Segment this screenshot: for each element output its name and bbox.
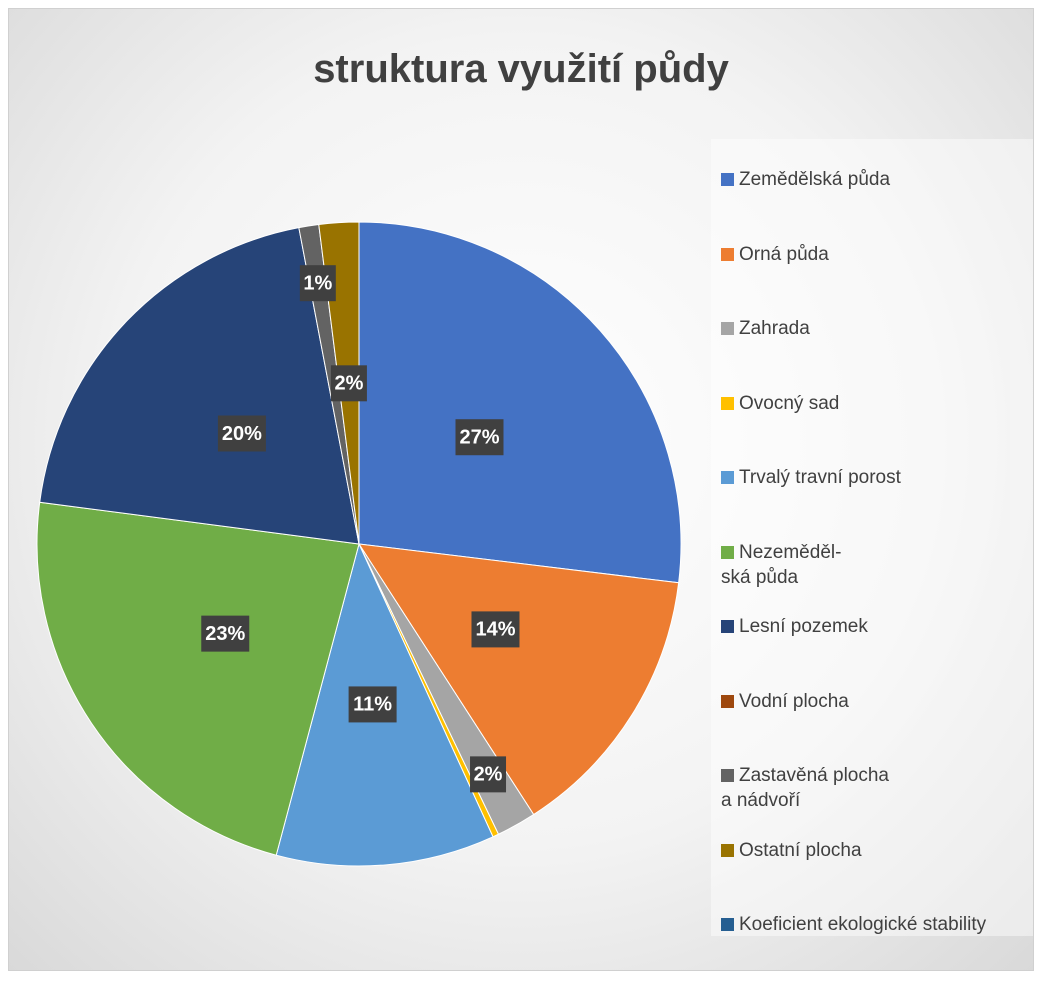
legend-swatch <box>721 843 734 857</box>
data-label: 27% <box>459 427 499 449</box>
data-label-bg <box>471 611 520 648</box>
legend-label: Nezeměděl- ská půda <box>721 541 842 588</box>
pie-slice <box>358 221 682 584</box>
legend-swatch <box>721 545 734 559</box>
pie-slice <box>36 501 360 856</box>
legend-label: Orná půda <box>739 243 829 265</box>
legend-label: Koeficient ekologické stability <box>739 914 987 935</box>
legend-label: Ovocný sad <box>739 392 840 414</box>
legend-swatch <box>721 322 734 335</box>
legend: Zemědělská půda Orná půda Zahrada Ovocný sa… <box>711 139 1033 936</box>
legend-swatch <box>721 247 734 261</box>
data-label: 14% <box>475 619 515 641</box>
data-label: 1% <box>303 272 332 294</box>
legend-item: Zemědělská půda <box>721 167 890 192</box>
legend-swatch <box>721 471 734 484</box>
legend-item: Zahrada <box>721 316 810 341</box>
legend-swatch <box>721 769 734 782</box>
data-label: 20% <box>222 423 262 445</box>
legend-item: Ovocný sad <box>721 391 839 416</box>
legend-item: Trvalý travní porost <box>721 465 901 490</box>
data-label-bg <box>217 415 266 452</box>
data-label: 2% <box>474 764 503 786</box>
legend-item: Zastavěná plocha a nádvoří <box>721 763 889 813</box>
data-label-bg <box>201 615 250 652</box>
data-label: 2% <box>334 373 363 395</box>
chart: struktura využití půdy 27% 14% 2% 11% 23% 20%… <box>8 8 1034 971</box>
legend-label: Ostatní plocha <box>739 839 862 861</box>
data-label-bg <box>455 419 504 456</box>
data-label-bg <box>330 365 367 402</box>
legend-label: Trvalý travní porost <box>739 467 901 488</box>
data-label-bg <box>299 265 336 302</box>
data-label: 11% <box>353 694 392 716</box>
legend-item: Lesní pozemek <box>721 614 868 639</box>
legend-swatch <box>721 173 734 186</box>
legend-label: Zahrada <box>739 318 810 339</box>
legend-swatch <box>721 918 734 931</box>
legend-item: Ostatní plocha <box>721 838 862 863</box>
legend-label: Lesní pozemek <box>739 616 868 637</box>
legend-label: Zastavěná plocha a nádvoří <box>721 765 889 811</box>
legend-item: Koeficient ekologické stability <box>721 912 986 937</box>
data-label-bg <box>348 686 397 723</box>
chart-title: struktura využití půdy <box>313 47 729 91</box>
pie-slice <box>39 227 360 545</box>
data-label-bg <box>470 756 507 793</box>
legend-swatch <box>721 620 734 633</box>
legend-swatch <box>721 396 734 410</box>
legend-item: Orná půda <box>721 242 829 267</box>
pie-slice <box>358 543 680 816</box>
legend-label: Vodní plocha <box>739 690 849 712</box>
pie: 27% 14% 2% 11% 23% 20% 1% 2% <box>36 221 682 867</box>
legend-swatch <box>721 694 734 708</box>
data-label: 23% <box>205 623 245 645</box>
legend-item: Vodní plocha <box>721 689 849 714</box>
legend-label: Zemědělská půda <box>739 169 891 190</box>
legend-item: Nezeměděl- ská půda <box>721 540 841 590</box>
